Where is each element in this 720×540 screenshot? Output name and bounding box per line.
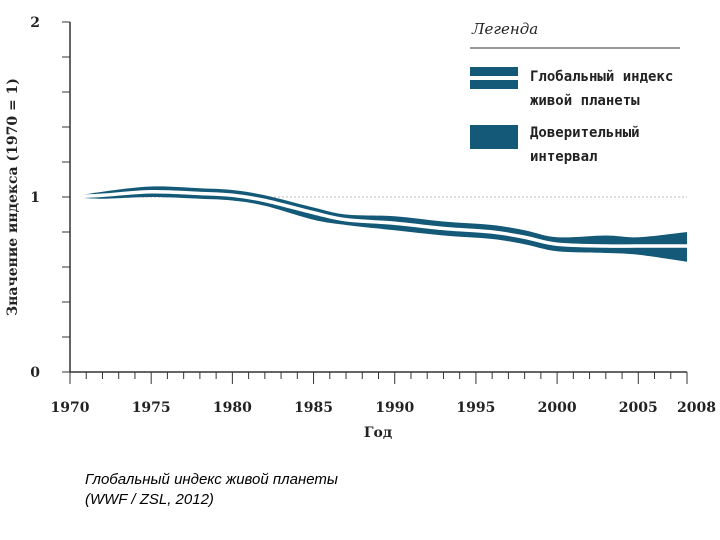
confidence-band	[70, 186, 687, 262]
y-axis-title: Значение индекса (1970 = 1)	[5, 78, 21, 316]
y-tick-label: 1	[30, 190, 40, 206]
x-tick-label: 2000	[538, 400, 577, 416]
legend-band-label-2: интервал	[530, 149, 597, 165]
x-tick-label: 1990	[375, 400, 414, 416]
x-tick-label: 1970	[51, 400, 90, 416]
caption-title: Глобальный индекс живой планеты	[85, 471, 338, 488]
x-axis-title: Год	[364, 425, 392, 441]
legend-index-label-2: живой планеты	[530, 93, 640, 109]
legend-index-label-1: Глобальный индекс	[530, 69, 673, 85]
x-tick-label: 2008	[677, 400, 716, 416]
confidence-band-group	[69, 186, 687, 262]
legend-title: Легенда	[471, 20, 538, 38]
legend: Легенда Глобальный индекс живой планеты …	[470, 20, 680, 165]
index-line	[69, 189, 687, 248]
caption-source: (WWF / ZSL, 2012)	[85, 491, 214, 508]
legend-index-swatch-line	[470, 76, 518, 80]
figure-caption: Глобальный индекс живой планеты (WWF / Z…	[85, 470, 338, 510]
y-tick-label: 2	[30, 15, 40, 31]
x-tick-label: 1995	[456, 400, 495, 416]
x-tick-label: 2005	[619, 400, 658, 416]
legend-band-label-1: Доверительный	[530, 125, 640, 141]
x-tick-label: 1975	[132, 400, 171, 416]
tick-group: 0 1 2 1970 1975 1980 1985 1990 1995 2000 2005 2008	[30, 15, 716, 416]
y-tick-label: 0	[30, 365, 40, 381]
x-tick-label: 1985	[294, 400, 333, 416]
legend-band-swatch	[470, 125, 518, 149]
x-tick-label: 1980	[213, 400, 252, 416]
